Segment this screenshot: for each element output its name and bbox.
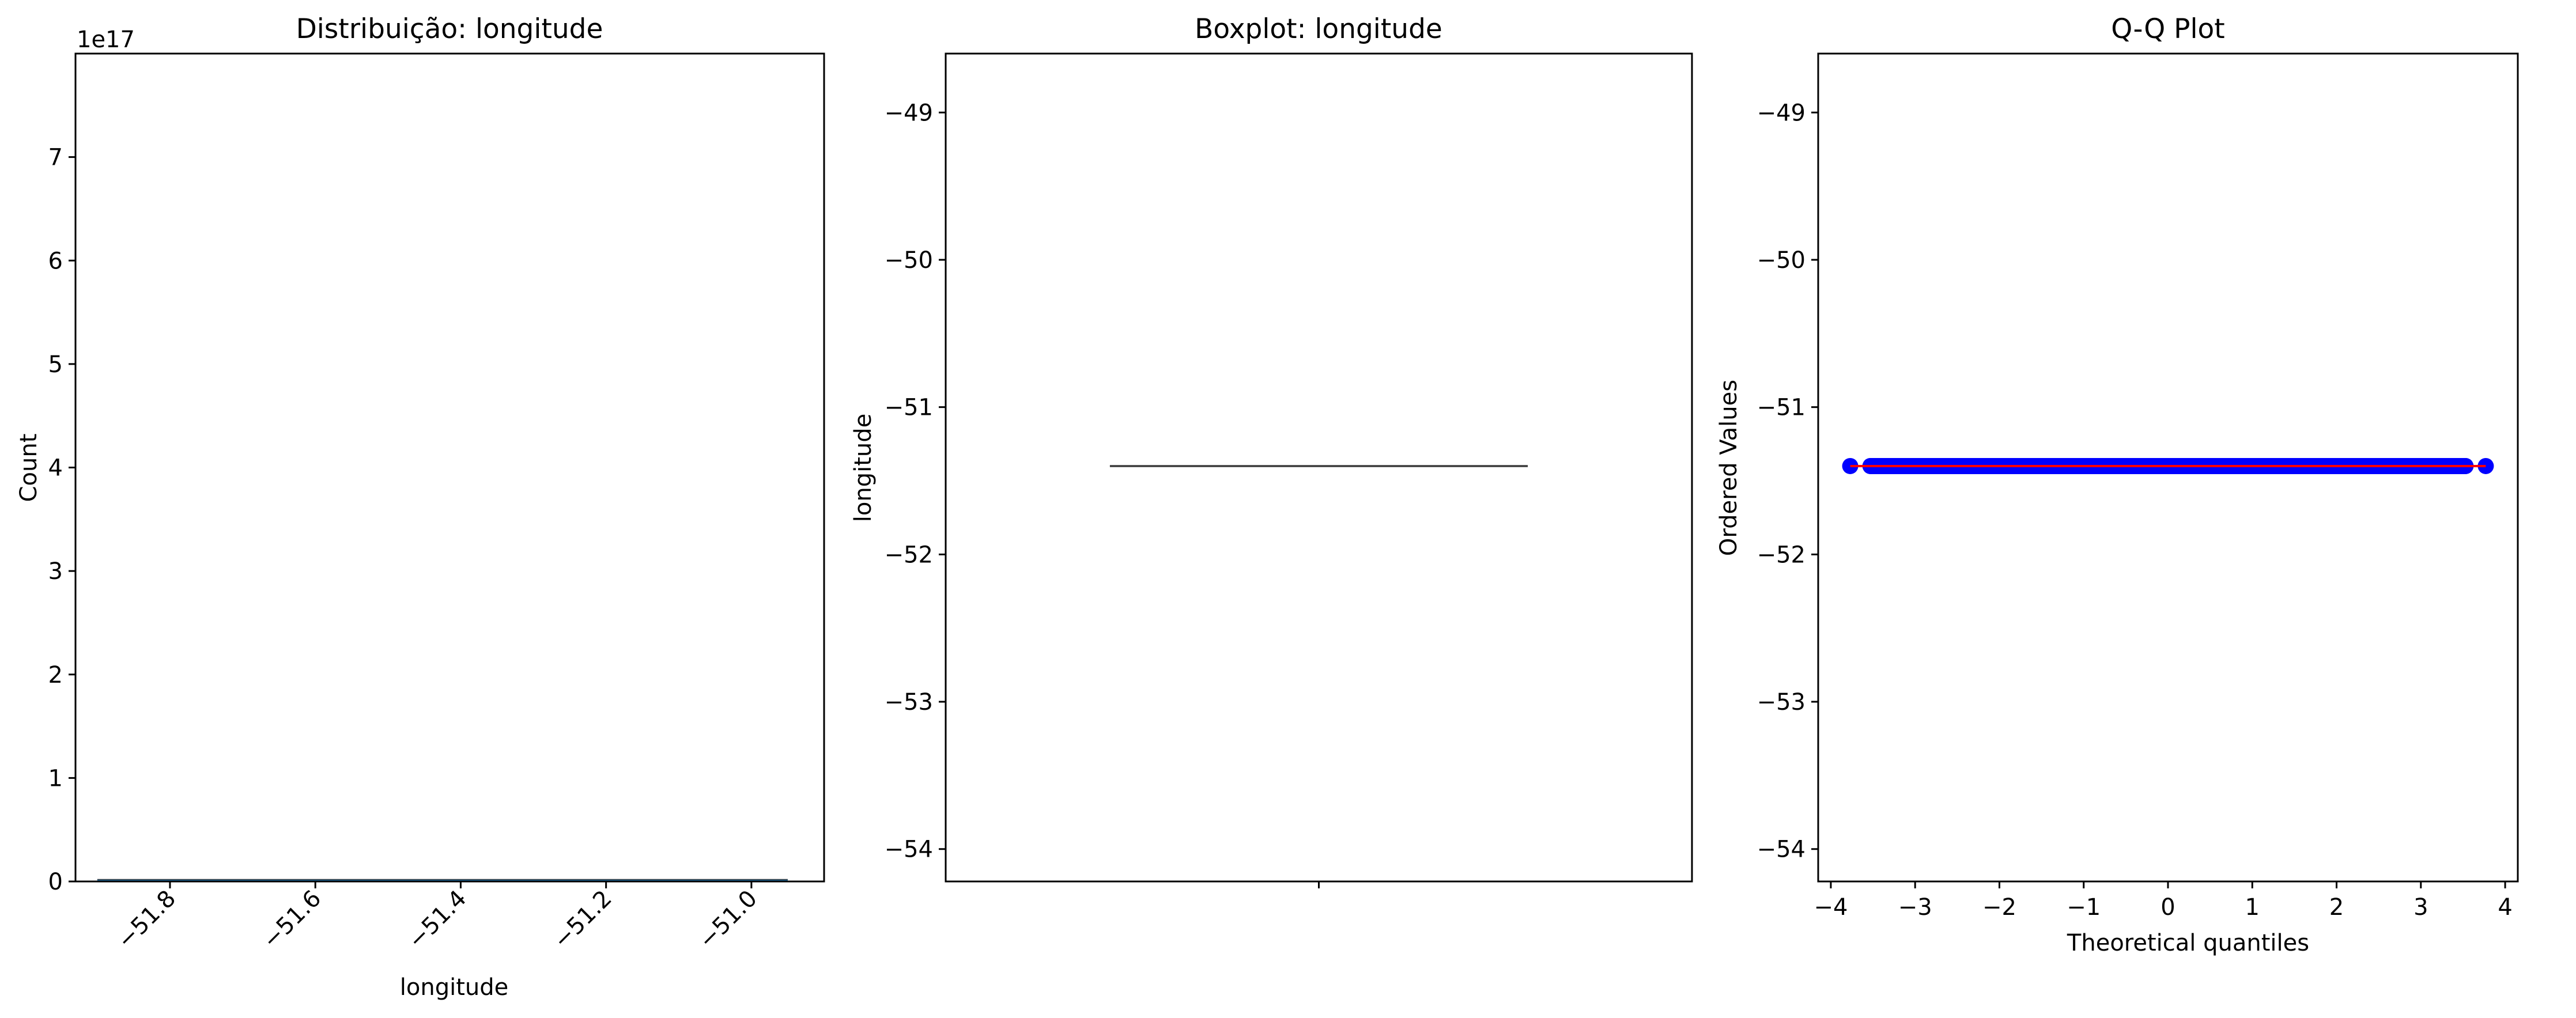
histogram-bars	[97, 879, 788, 881]
qq-x-tick-label: 0	[2160, 894, 2175, 921]
qq-x-tick-label: −2	[1982, 894, 2016, 921]
histogram-x-tick-label: −51.0	[694, 885, 762, 954]
histogram-y-tick-label: 4	[48, 455, 63, 482]
histogram-x-axis-label: longitude	[400, 974, 508, 1001]
boxplot-panel: −54 −53 −52 −51 −50 −49 Boxplot: longitude lo…	[850, 13, 1693, 888]
histogram-x-ticks: −51.8 −51.6 −51.4 −51.2 −51.0	[112, 881, 762, 954]
boxplot-y-tick-label: −52	[885, 542, 933, 568]
histogram-y-tick-label: 3	[48, 558, 63, 585]
histogram-plot-frame	[74, 52, 825, 883]
qq-y-tick-label: −49	[1757, 100, 1806, 126]
boxplot-y-tick-label: −49	[885, 100, 933, 126]
boxplot-title: Boxplot: longitude	[1195, 13, 1442, 45]
qq-y-axis-label: Ordered Values	[1716, 380, 1742, 556]
qq-x-tick-label: 2	[2329, 894, 2344, 921]
qq-x-tick-label: 3	[2413, 894, 2428, 921]
histogram-y-tick-label: 2	[48, 662, 63, 688]
histogram-title: Distribuição: longitude	[296, 13, 603, 45]
boxplot-y-tick-label: −53	[885, 689, 933, 716]
histogram-panel: −51.8 −51.6 −51.4 −51.2 −51.0 0 1 2 3 4 5 6 7 Distr…	[16, 13, 825, 1001]
qq-x-tick-label: 4	[2498, 894, 2512, 921]
qq-x-axis-label: Theoretical quantiles	[2067, 930, 2309, 956]
qq-title: Q-Q Plot	[2111, 13, 2225, 45]
boxplot-y-tick-label: −54	[885, 837, 933, 863]
histogram-x-tick-label: −51.2	[549, 885, 617, 954]
qq-y-ticks: −54 −53 −52 −51 −50 −49	[1757, 100, 1818, 863]
qq-x-tick-label: −1	[2067, 894, 2101, 921]
qq-points	[1842, 457, 2494, 474]
qq-x-tick-label: −4	[1814, 894, 1848, 921]
histogram-x-tick-label: −51.6	[258, 885, 326, 954]
histogram-y-axis-label: Count	[16, 434, 42, 502]
qq-panel: −4 −3 −2 −1 0 1 2 3 4 −54 −53 −52 −51 −50 −49 Q-Q Plo…	[1716, 13, 2519, 956]
histogram-y-tick-label: 1	[48, 765, 63, 792]
qq-x-tick-label: −3	[1898, 894, 1932, 921]
histogram-y-tick-label: 0	[48, 869, 63, 895]
qq-x-tick-label: 1	[2245, 894, 2260, 921]
histogram-x-tick-label: −51.8	[112, 885, 181, 954]
histogram-y-tick-label: 7	[48, 145, 63, 171]
boxplot-y-tick-label: −50	[885, 247, 933, 274]
boxplot-plot-frame	[945, 52, 1693, 883]
boxplot-y-tick-label: −51	[885, 395, 933, 421]
histogram-y-tick-label: 5	[48, 351, 63, 378]
qq-y-tick-label: −50	[1757, 247, 1806, 274]
histogram-y-offset-text: 1e17	[77, 27, 135, 53]
qq-y-tick-label: −52	[1757, 542, 1806, 568]
qq-x-ticks: −4 −3 −2 −1 0 1 2 3 4	[1814, 881, 2513, 921]
boxplot-y-ticks: −54 −53 −52 −51 −50 −49	[885, 100, 946, 863]
qq-y-tick-label: −51	[1757, 395, 1806, 421]
histogram-y-ticks: 0 1 2 3 4 5 6 7	[48, 145, 75, 895]
qq-y-tick-label: −54	[1757, 837, 1806, 863]
qq-y-tick-label: −53	[1757, 689, 1806, 716]
boxplot-y-axis-label: longitude	[850, 414, 877, 522]
histogram-y-tick-label: 6	[48, 248, 63, 274]
histogram-x-tick-label: −51.4	[403, 885, 471, 954]
qq-plot-frame	[1817, 52, 2519, 883]
